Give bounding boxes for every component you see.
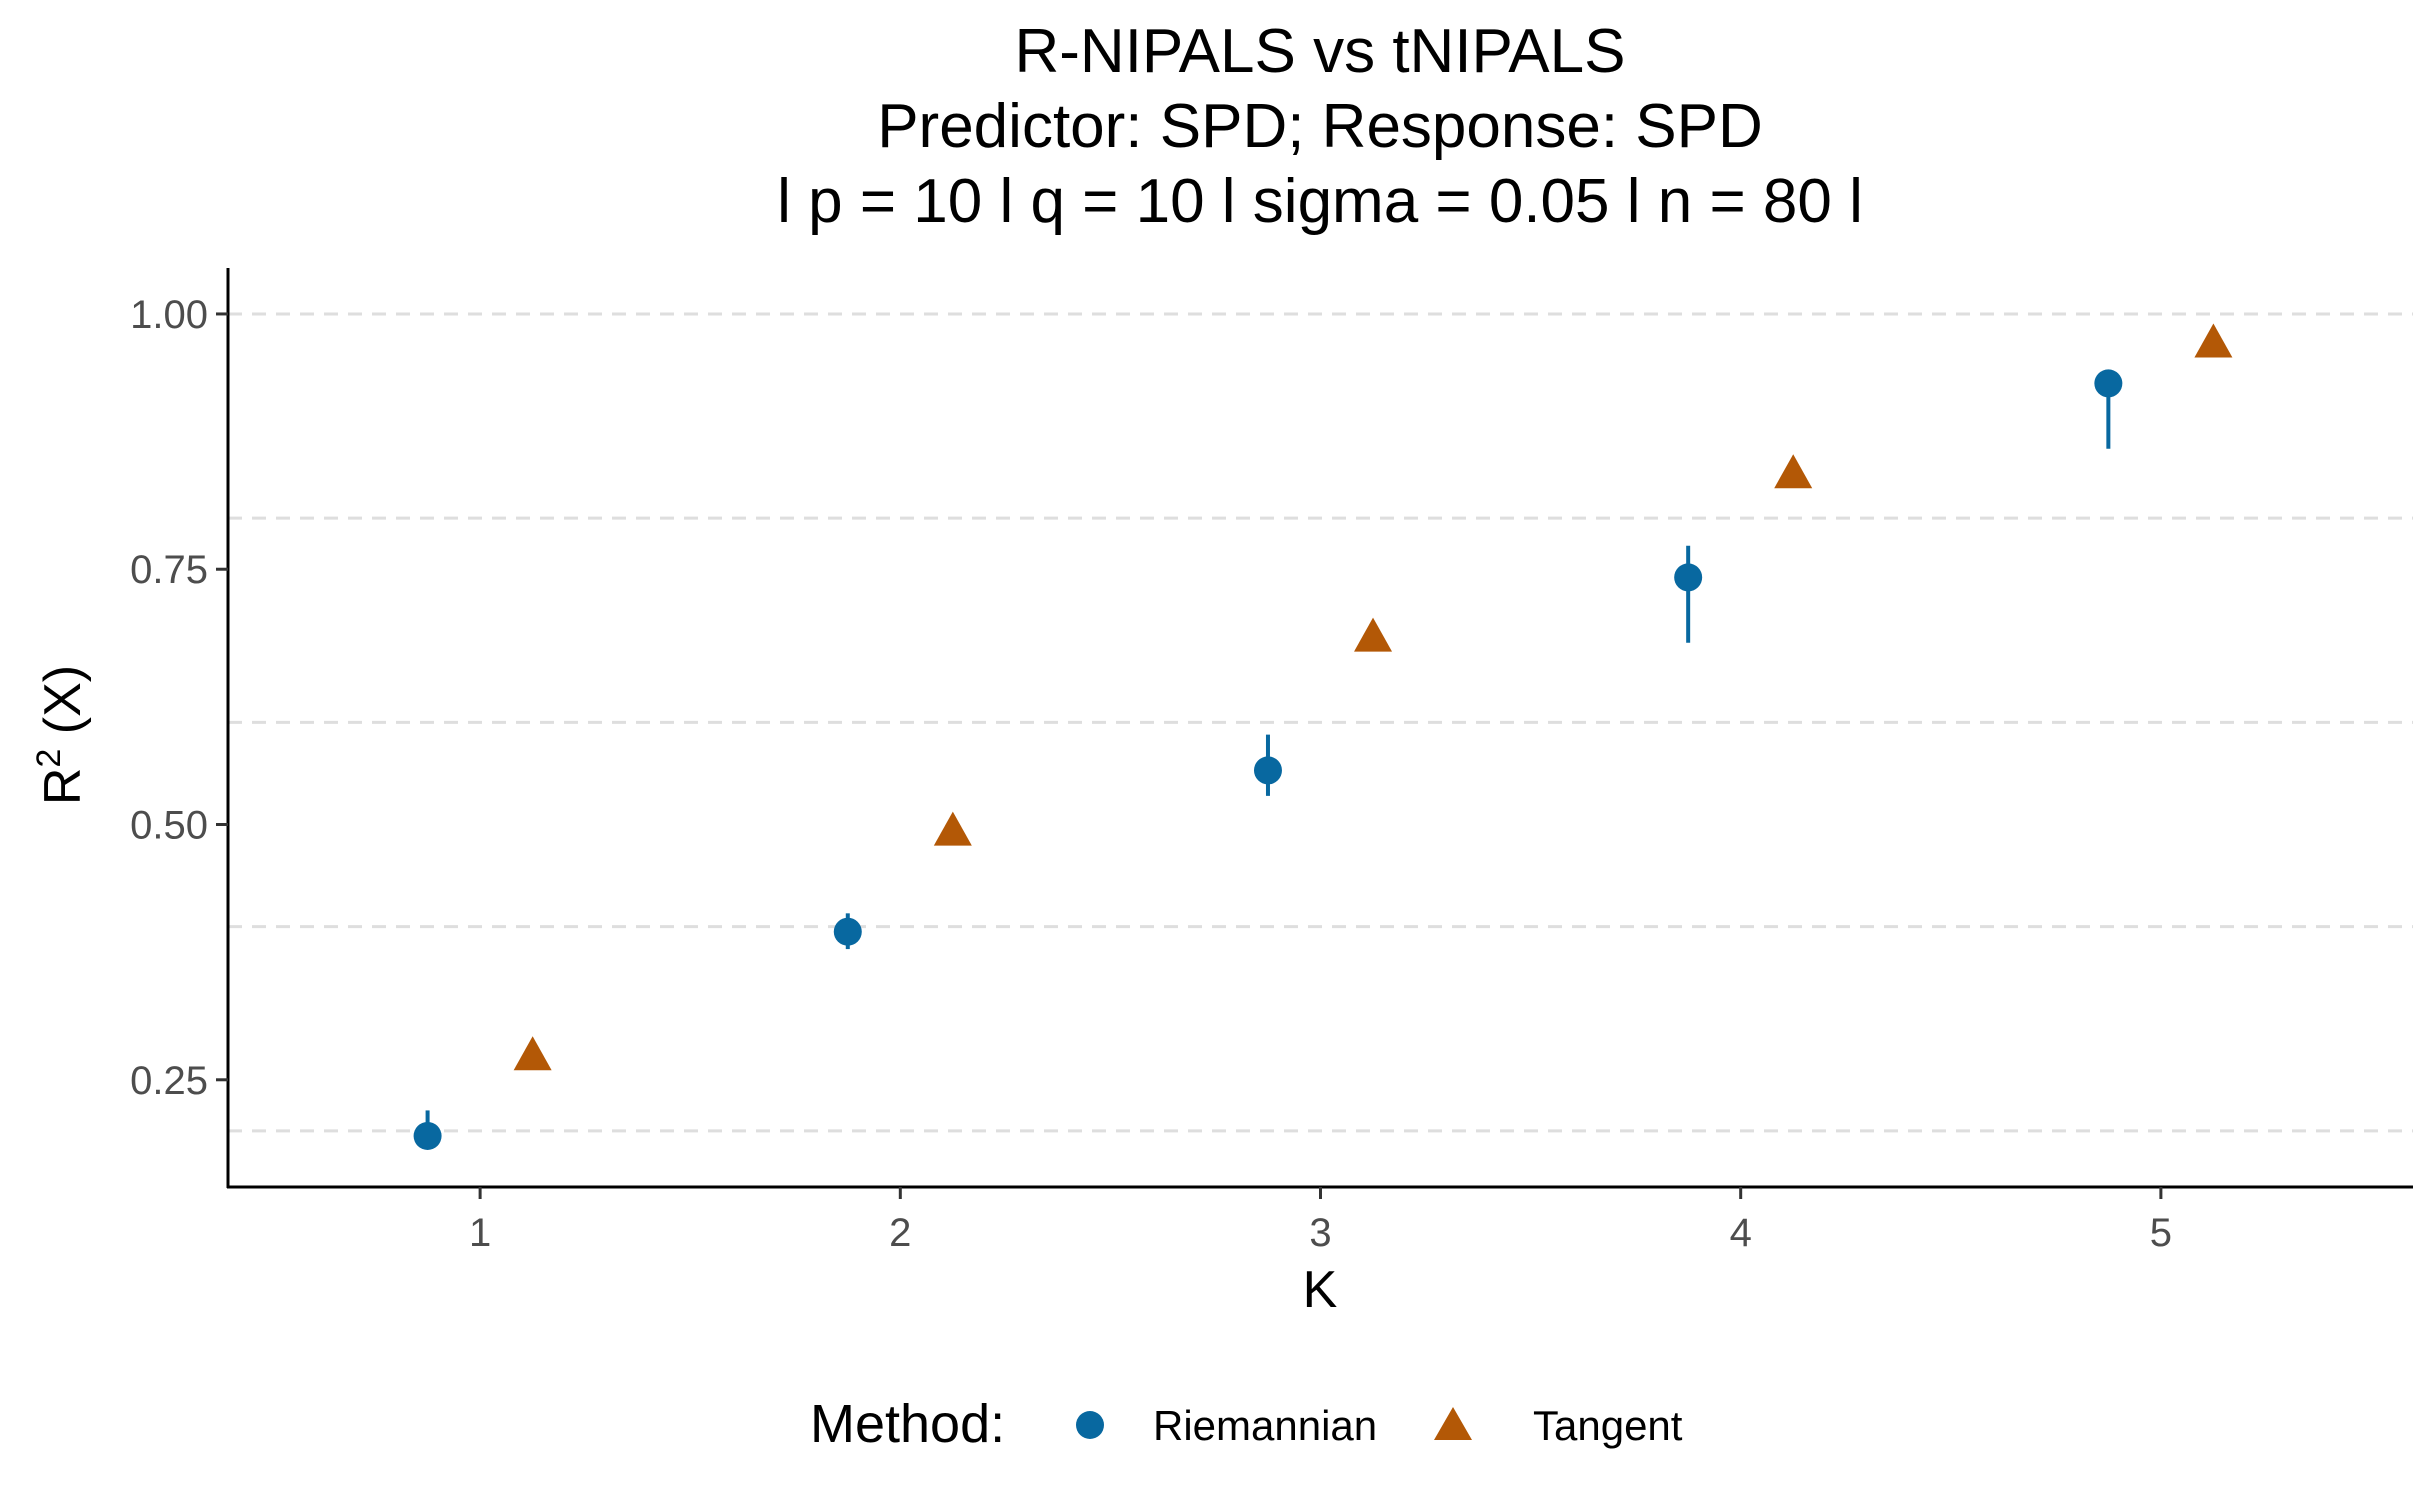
y-axis-title: R2 (X)	[30, 665, 92, 805]
point-tangent-1	[513, 1036, 552, 1071]
chart-title-line-1: R-NIPALS vs tNIPALS	[1015, 17, 1626, 86]
x-tick-label-4: 5	[2150, 1211, 2172, 1255]
point-riemannian-3	[1253, 756, 1282, 785]
point-tangent-3	[1354, 617, 1393, 652]
legend-marker-tangent	[1434, 1407, 1472, 1440]
y-tick-label-3: 1.00	[130, 293, 208, 337]
grid-lines	[228, 312, 2413, 1133]
point-tangent-5	[2194, 323, 2233, 358]
point-riemannian-1	[413, 1121, 442, 1150]
x-tick-label-3: 4	[1730, 1211, 1752, 1255]
legend-label-riemannian: Riemannian	[1153, 1402, 1377, 1449]
y-axis-title-suffix: (X)	[34, 665, 92, 749]
chart-title-line-3: l p = 10 l q = 10 l sigma = 0.05 l n = 8…	[777, 167, 1863, 236]
legend: Method: Riemannian Tangent	[810, 1394, 1683, 1454]
point-tangent-2	[933, 811, 972, 846]
tick-labels: 0.25 0.50 0.75 1.00 1 2 3 4 5	[130, 293, 2172, 1255]
y-tick-label-1: 0.50	[130, 804, 208, 848]
y-axis-title-superscript: 2	[30, 749, 68, 768]
legend-marker-riemannian	[1076, 1411, 1104, 1439]
point-riemannian-4	[1674, 563, 1703, 592]
chart-title-line-2: Predictor: SPD; Response: SPD	[877, 92, 1763, 161]
point-tangent-4	[1774, 454, 1813, 489]
point-riemannian-5	[2094, 369, 2123, 398]
legend-label-tangent: Tangent	[1533, 1402, 1683, 1449]
point-riemannian-2	[833, 917, 862, 946]
legend-title: Method:	[810, 1394, 1005, 1454]
y-tick-label-2: 0.75	[130, 548, 208, 592]
x-tick-label-2: 3	[1309, 1211, 1331, 1255]
data-series	[413, 323, 2233, 1150]
y-tick-label-0: 0.25	[130, 1059, 208, 1103]
x-axis-title: K	[1303, 1261, 1338, 1319]
y-axis-title-base: R	[34, 768, 92, 806]
axes	[216, 268, 2413, 1199]
x-tick-label-0: 1	[469, 1211, 491, 1255]
x-tick-label-1: 2	[889, 1211, 911, 1255]
chart-title: R-NIPALS vs tNIPALS Predictor: SPD; Resp…	[777, 17, 1863, 236]
